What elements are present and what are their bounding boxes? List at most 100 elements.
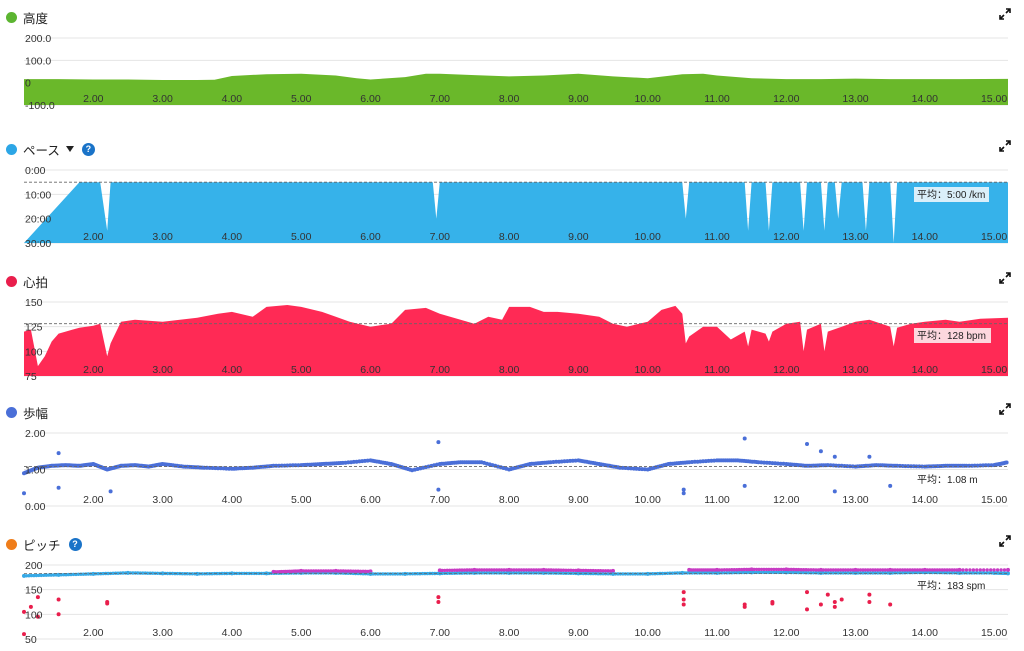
data-point <box>848 568 853 572</box>
x-tick-label: 7.00 <box>430 93 451 105</box>
data-point <box>867 454 872 459</box>
data-point <box>608 569 613 573</box>
data-point <box>681 491 686 496</box>
data-point <box>851 571 855 575</box>
x-tick-label: 9.00 <box>568 231 589 243</box>
data-point <box>465 568 469 572</box>
data-point <box>336 569 340 573</box>
data-point <box>467 568 472 572</box>
data-point <box>834 568 838 572</box>
data-point <box>470 568 474 572</box>
data-point <box>819 568 823 572</box>
y-tick-label: 100.0 <box>25 55 51 67</box>
data-point <box>490 568 494 572</box>
data-point <box>903 464 908 469</box>
data-point <box>430 571 435 576</box>
data-point <box>408 572 412 576</box>
help-icon[interactable]: ? <box>81 142 95 156</box>
data-point <box>452 568 457 572</box>
data-point <box>160 571 165 576</box>
data-point <box>570 458 575 463</box>
expand-icon[interactable] <box>999 272 1011 284</box>
data-point <box>581 568 585 573</box>
data-point <box>131 571 135 575</box>
expand-icon[interactable] <box>999 140 1011 152</box>
data-point <box>955 568 959 572</box>
data-point <box>787 567 791 572</box>
data-point <box>871 571 875 575</box>
data-point <box>809 568 813 572</box>
x-tick-label: 13.00 <box>842 364 868 376</box>
y-tick-label: 150 <box>25 297 43 309</box>
altitude-panel: 高度 200.0 100.0 0 -100.0 2.00 3.00 4.00 5.00 6.00… <box>0 8 1024 112</box>
x-tick-label: 12.00 <box>773 494 799 506</box>
data-point <box>784 567 788 572</box>
average-label: 平均：5:00 /km <box>917 189 985 201</box>
x-tick-label: 5.00 <box>291 364 312 376</box>
data-point <box>596 569 600 573</box>
data-point <box>480 568 484 572</box>
data-point <box>801 568 806 572</box>
data-point <box>903 568 907 572</box>
data-point <box>27 574 31 578</box>
data-point <box>227 466 232 471</box>
data-point <box>829 568 833 572</box>
data-point <box>22 574 26 578</box>
data-point <box>606 572 610 576</box>
data-point <box>366 569 370 574</box>
x-tick-label: 9.00 <box>568 494 589 506</box>
data-point <box>64 573 68 577</box>
heart-rate-legend-dot <box>6 275 17 287</box>
data-point <box>945 568 949 572</box>
data-point <box>351 569 355 573</box>
data-point <box>851 568 855 572</box>
data-point <box>814 568 818 572</box>
x-tick-label: 2.00 <box>83 93 104 105</box>
data-point <box>720 568 724 572</box>
data-point <box>376 572 380 576</box>
data-point <box>56 573 61 577</box>
chevron-down-icon[interactable] <box>65 146 74 152</box>
y-tick-label: 200 <box>25 560 43 572</box>
data-point <box>450 571 454 575</box>
data-point <box>715 568 719 572</box>
data-point <box>796 567 801 572</box>
stride-panel: 歩幅 平均：1.08 m 2.00 1.00 0.00 2.00 3.00 4.00 5.00… <box>0 403 1024 513</box>
data-point <box>777 567 781 572</box>
data-point <box>841 568 845 572</box>
expand-icon[interactable] <box>999 8 1011 20</box>
x-tick-label: 15.00 <box>981 231 1007 243</box>
x-tick-label: 4.00 <box>222 93 243 105</box>
data-point <box>61 573 66 577</box>
y-tick-label: 200.0 <box>25 33 51 45</box>
data-point <box>928 568 932 572</box>
data-point <box>805 442 809 446</box>
data-point <box>737 567 741 572</box>
data-point <box>522 568 526 572</box>
x-tick-label: 8.00 <box>499 627 520 639</box>
y-tick-label: 0 <box>25 78 31 90</box>
data-point <box>1002 568 1007 572</box>
data-point <box>339 569 343 573</box>
data-point <box>818 449 823 454</box>
data-point <box>978 568 982 572</box>
data-point <box>311 569 316 573</box>
data-point <box>556 568 561 572</box>
data-point <box>571 568 576 573</box>
y-tick-label: -100.0 <box>25 100 55 112</box>
data-point <box>487 568 491 572</box>
data-point <box>831 568 835 572</box>
data-point <box>732 568 736 572</box>
expand-icon[interactable] <box>999 535 1011 547</box>
expand-icon[interactable] <box>999 403 1011 415</box>
x-tick-label: 9.00 <box>568 627 589 639</box>
x-tick-label: 15.00 <box>981 494 1007 506</box>
data-point <box>356 569 360 573</box>
pace-legend-dot <box>6 143 17 155</box>
data-point <box>165 571 170 576</box>
data-point <box>368 569 373 574</box>
x-tick-label: 10.00 <box>635 627 661 639</box>
help-icon[interactable]: ? <box>68 537 82 551</box>
data-point <box>334 569 338 573</box>
data-point <box>594 569 598 573</box>
